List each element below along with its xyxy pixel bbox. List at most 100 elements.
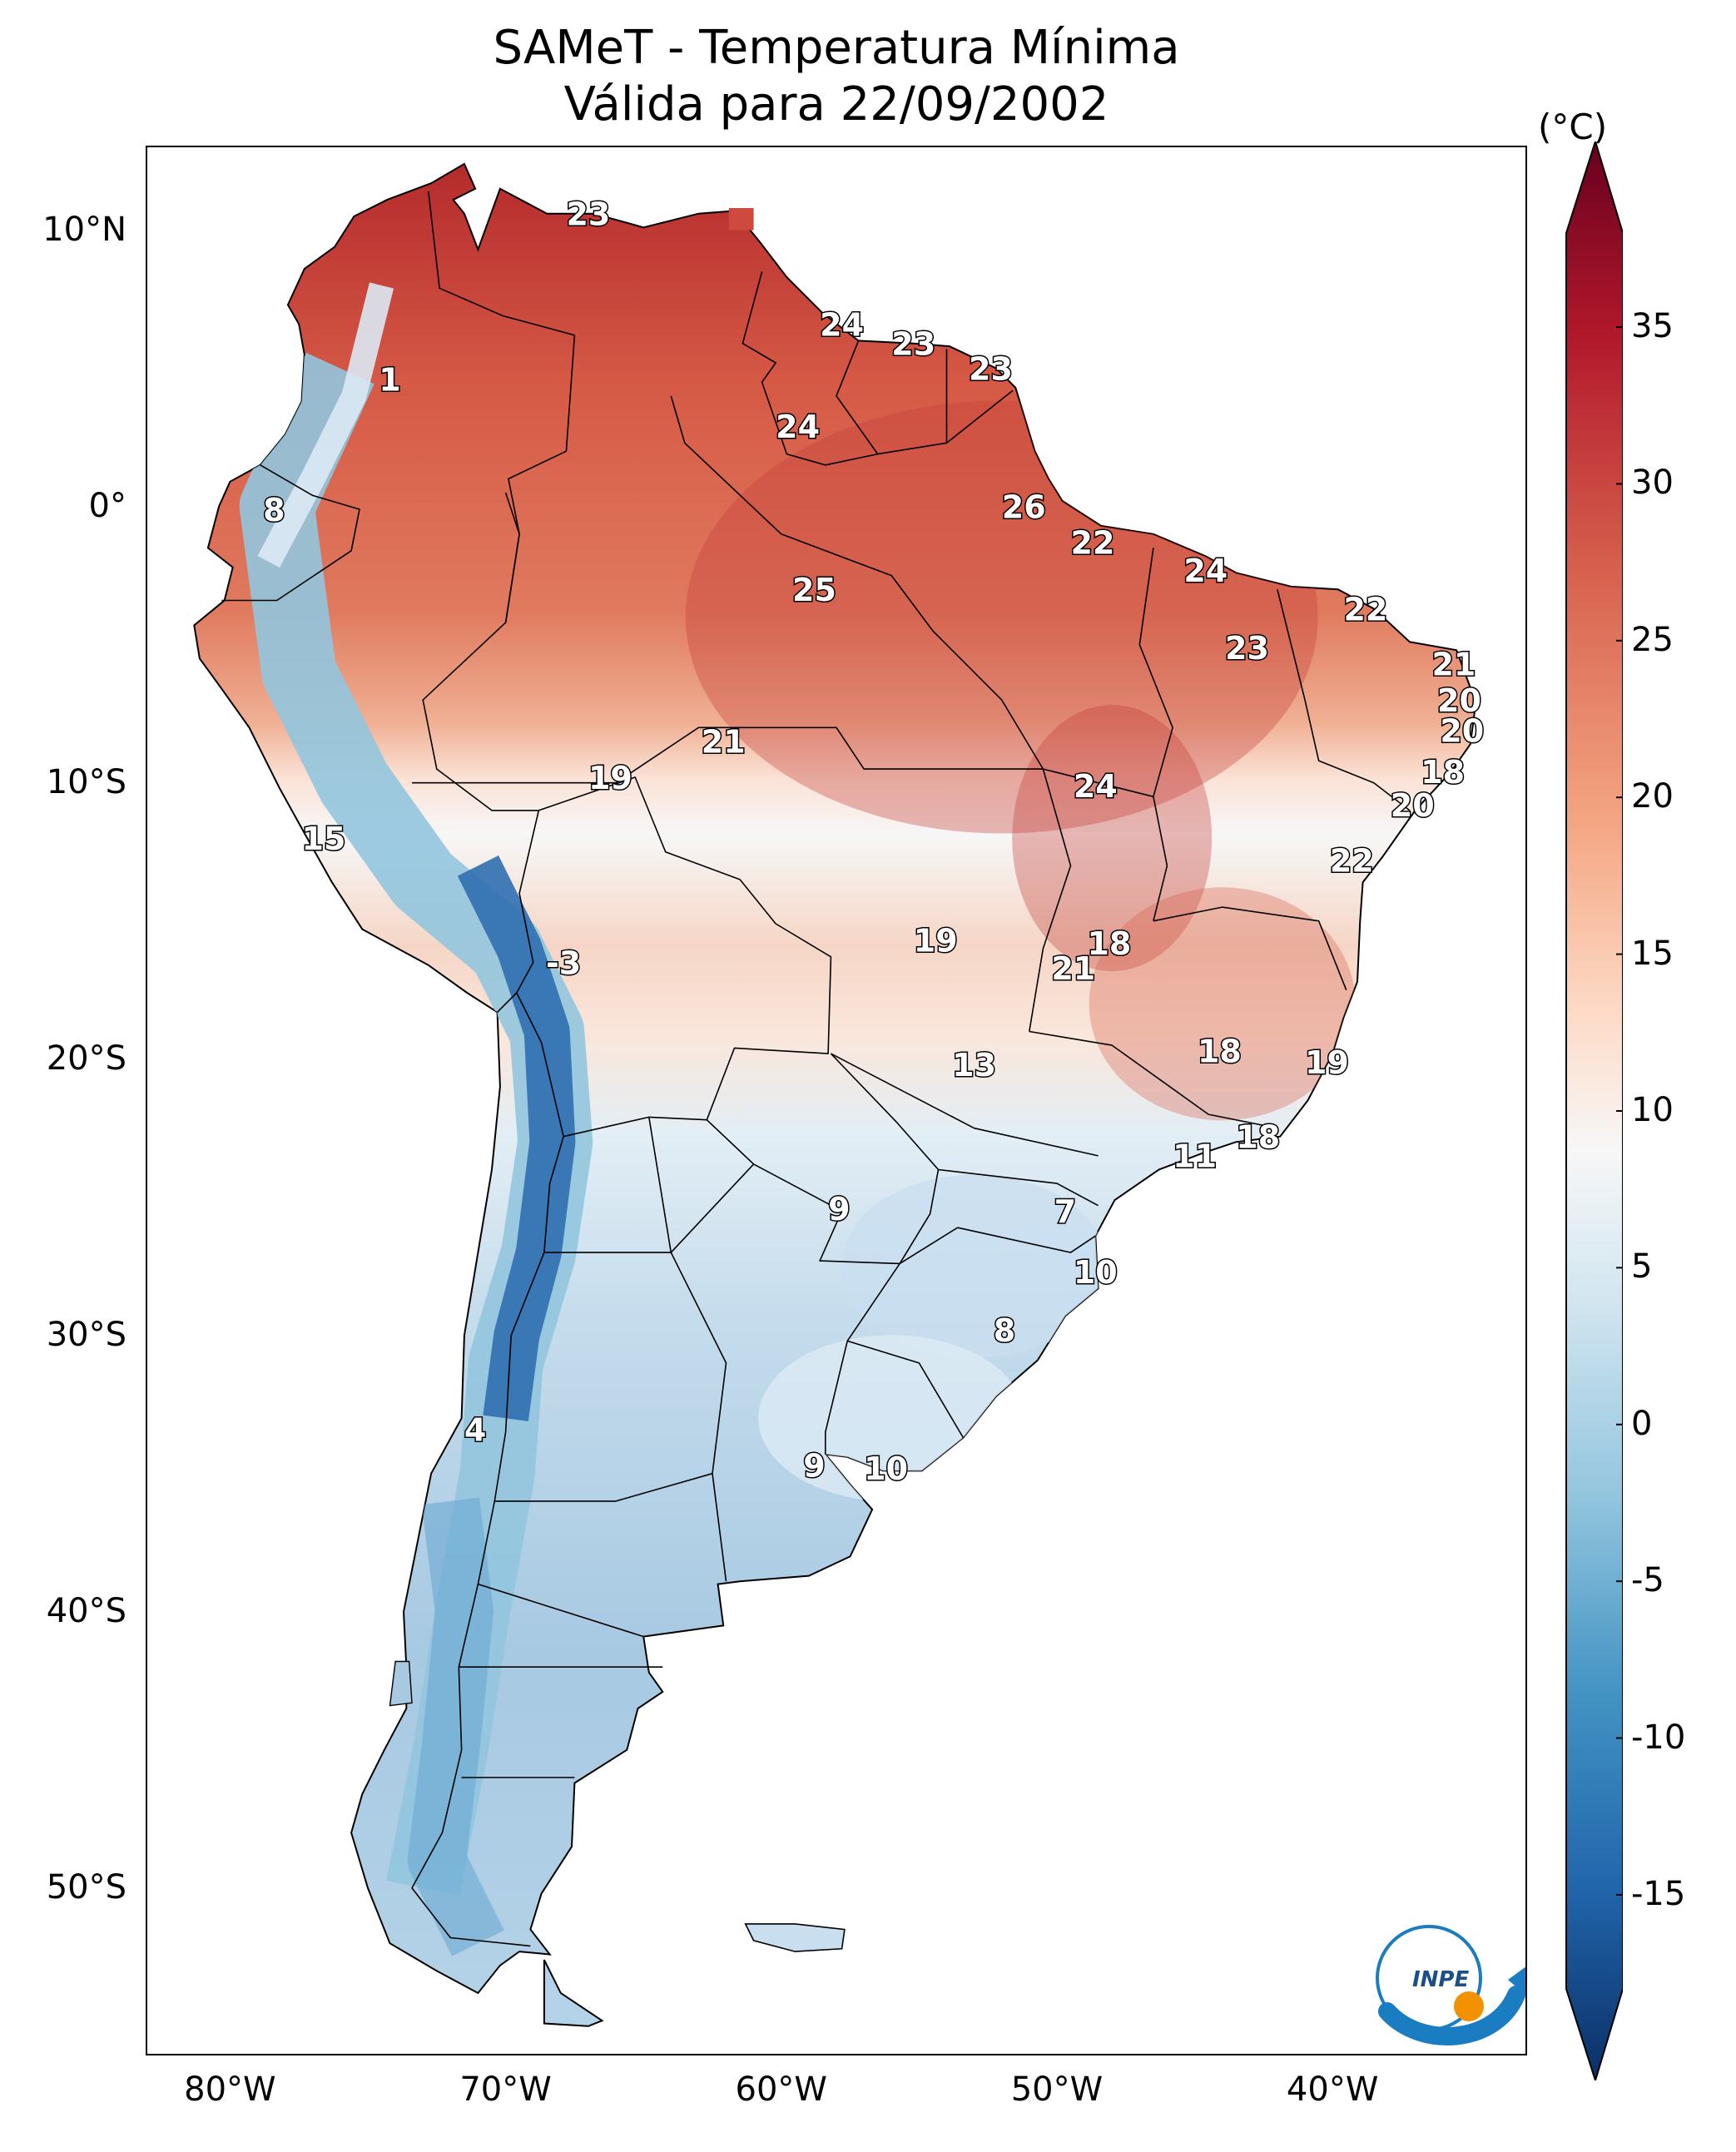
- station-label: 20: [1437, 682, 1481, 719]
- country-borders: [221, 191, 1411, 1947]
- trinidad-island: [728, 208, 754, 231]
- border-line-15: [1043, 768, 1168, 921]
- station-label: 24: [820, 306, 864, 343]
- border-line-16: [1138, 548, 1173, 797]
- station-label: 23: [891, 326, 935, 363]
- station-label: 1: [379, 362, 400, 399]
- map-subtitle: Válida para 22/09/2002: [563, 77, 1109, 131]
- station-label: 23: [566, 196, 610, 233]
- lat-tick-label: 20°S: [46, 1039, 126, 1078]
- lat-tick-label: 10°S: [46, 762, 126, 801]
- border-line-23: [648, 1117, 727, 1582]
- station-label: 19: [914, 923, 958, 959]
- station-label: 23: [969, 350, 1013, 387]
- colorbar-bar: [1565, 141, 1623, 2080]
- colorbar-tick-label: -10: [1631, 1718, 1686, 1757]
- station-label: 9: [803, 1448, 825, 1485]
- border-line-14: [670, 395, 1072, 1032]
- station-label: 24: [776, 409, 820, 445]
- station-label: 22: [1343, 591, 1387, 627]
- station-label: 7: [1054, 1193, 1076, 1230]
- border-line-11: [846, 1340, 965, 1439]
- inpe-logo: INPE: [1376, 1925, 1525, 2045]
- border-line-25: [494, 1472, 713, 1502]
- station-label: 24: [1074, 768, 1118, 805]
- station-label: -3: [546, 945, 581, 981]
- border-line-17: [1277, 589, 1411, 811]
- border-line-18: [1153, 906, 1347, 990]
- lat-tick-label: 40°S: [46, 1591, 126, 1630]
- border-line-3: [836, 340, 879, 455]
- station-label: 21: [1431, 647, 1476, 683]
- station-label: 20: [1440, 712, 1484, 749]
- border-line-6: [504, 492, 520, 623]
- station-label: 15: [302, 821, 346, 857]
- colorbar-tick-label: -15: [1631, 1874, 1686, 1913]
- station-label: 11: [1173, 1138, 1217, 1175]
- station-label: 20: [1391, 787, 1435, 824]
- border-line-5: [221, 464, 360, 602]
- border-line-26: [478, 1583, 644, 1638]
- border-line-24: [543, 1163, 755, 1253]
- chiloe-island: [389, 1660, 413, 1707]
- border-line-1: [428, 191, 575, 336]
- border-line-2: [742, 271, 1014, 466]
- colorbar-tick-label: 25: [1631, 620, 1674, 659]
- station-label: 24: [1183, 553, 1228, 589]
- station-label: 21: [1051, 950, 1095, 987]
- border-line-22: [957, 1227, 1096, 1253]
- lat-tick-label: 0°: [88, 486, 126, 525]
- falkland-islands: [744, 1923, 846, 1952]
- lat-tick-label: 10°N: [42, 210, 126, 249]
- colorbar-tick-label: 20: [1631, 777, 1674, 816]
- station-label: 18: [1236, 1119, 1280, 1156]
- station-label: 25: [792, 572, 836, 608]
- colorbar-tick-label: 30: [1631, 464, 1674, 503]
- station-label: 8: [994, 1312, 1015, 1349]
- colorbar-tick-label: 15: [1631, 934, 1674, 973]
- station-label: 21: [702, 724, 746, 761]
- lon-tick-label: 50°W: [1010, 2070, 1104, 2109]
- map-area: 23 24 23 23 1 24 8 26 22 25 24 22 23 21 20 20 21 19 18 24 20…: [146, 146, 1527, 2055]
- station-label: 18: [1421, 754, 1465, 791]
- colorbar-tick-label: 0: [1631, 1404, 1653, 1443]
- map-title: SAMeT - Temperatura Mínima: [493, 21, 1180, 75]
- colorbar-tick-label: 5: [1631, 1247, 1653, 1287]
- station-label: 10: [864, 1450, 908, 1487]
- islands: [389, 208, 846, 1952]
- station-label: 13: [952, 1047, 996, 1083]
- station-label: 8: [263, 492, 285, 528]
- border-line-21: [938, 1168, 1099, 1207]
- station-label: 19: [1305, 1044, 1349, 1081]
- border-line-19: [1029, 1030, 1278, 1129]
- south-america-landmass: [193, 162, 1477, 2027]
- lon-tick-label: 80°W: [184, 2070, 276, 2109]
- station-label: 18: [1087, 925, 1131, 962]
- station-label: 19: [588, 760, 632, 796]
- border-line-7: [497, 810, 540, 1013]
- station-label: 23: [1225, 630, 1269, 667]
- border-line-0: [422, 335, 576, 811]
- lat-tick-label: 50°S: [46, 1867, 126, 1907]
- station-label: 4: [464, 1411, 486, 1448]
- border-line-13: [412, 726, 1044, 784]
- lon-tick-label: 60°W: [735, 2070, 827, 2109]
- lon-tick-label: 40°W: [1286, 2070, 1379, 2109]
- colorbar-tick-label: -5: [1631, 1561, 1664, 1600]
- colorbar-tick-label: 10: [1631, 1091, 1674, 1129]
- station-label: 10: [1074, 1254, 1118, 1291]
- station-label: 26: [1002, 489, 1046, 526]
- border-line-20: [831, 1053, 1099, 1157]
- colorbar-unit: (°C): [1538, 107, 1608, 147]
- station-label: 22: [1071, 525, 1115, 562]
- lon-tick-label: 70°W: [459, 2070, 552, 2109]
- station-label: 22: [1330, 843, 1374, 880]
- lat-tick-label: 30°S: [46, 1315, 126, 1354]
- station-label: 9: [828, 1191, 850, 1227]
- inpe-logo-text: INPE: [1412, 1967, 1469, 1992]
- colorbar-tick-label: 35: [1631, 307, 1674, 346]
- colorbar: [1565, 141, 1623, 2080]
- station-label: 18: [1198, 1034, 1242, 1070]
